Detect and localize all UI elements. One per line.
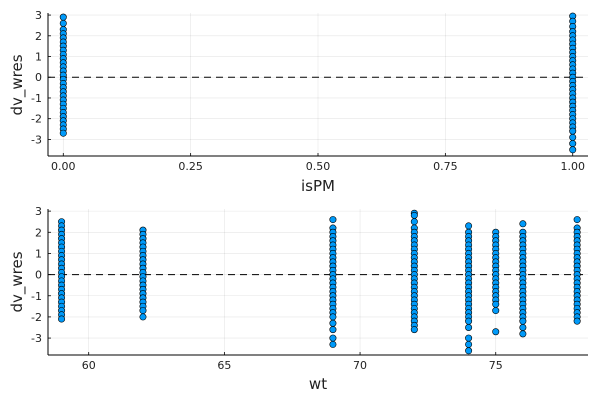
y-tick-label: -3 (31, 332, 42, 345)
data-point (139, 307, 147, 315)
x-axis-label: isPM (301, 177, 335, 195)
data-point (569, 127, 577, 135)
data-point (329, 334, 337, 342)
x-tick-label: 0.25 (178, 160, 203, 173)
data-point (465, 323, 473, 331)
y-tick-label: -3 (31, 133, 42, 146)
y-tick-label: -2 (31, 113, 42, 126)
y-tick-label: -1 (31, 92, 42, 105)
data-point (465, 317, 473, 325)
data-point (519, 220, 527, 228)
data-point (59, 13, 67, 21)
x-tick-labels: 0.00 0.25 0.50 0.75 1.00 (51, 160, 585, 173)
y-axis-label: dv_wres (8, 54, 27, 115)
data-point (329, 326, 337, 334)
data-point (59, 129, 67, 137)
data-points (59, 12, 577, 154)
x-tick-label: 70 (353, 359, 367, 372)
y-tick-label: 2 (35, 30, 42, 43)
scatter-panel-wt: 60 65 70 75 -3 -2 -1 0 1 2 3 wt dv_wres (8, 205, 588, 393)
plot-area (48, 13, 588, 156)
x-tick-label: 0.00 (51, 160, 76, 173)
data-point (573, 216, 581, 224)
data-point (410, 211, 418, 219)
x-tick-label: 60 (82, 359, 96, 372)
axis-frame (47, 13, 588, 157)
y-tick-label: 2 (35, 226, 42, 239)
data-point (465, 340, 473, 348)
data-point (59, 19, 67, 27)
x-axis-label: wt (309, 375, 327, 393)
x-tick-label: 65 (217, 359, 231, 372)
y-tick-label: 1 (35, 51, 42, 64)
x-tick-label: 0.75 (433, 160, 458, 173)
axis-frame (47, 209, 588, 356)
data-point (465, 347, 473, 355)
scatter-panel-ispm: 0.00 0.25 0.50 0.75 1.00 -3 -2 -1 0 1 2 3 isPM dv_… (8, 9, 588, 195)
data-point (519, 317, 527, 325)
y-tick-labels: -3 -2 -1 0 1 2 3 (31, 9, 42, 146)
y-tick-label: 0 (35, 71, 42, 84)
data-point (58, 315, 66, 323)
data-point (329, 340, 337, 348)
x-tick-label: 1.00 (560, 160, 585, 173)
y-tick-label: -1 (31, 290, 42, 303)
y-tick-label: 3 (35, 205, 42, 218)
data-point (569, 140, 577, 148)
data-point (519, 323, 527, 331)
plot-area (48, 209, 588, 355)
x-tick-labels: 60 65 70 75 (82, 359, 503, 372)
data-point (492, 300, 500, 308)
data-point (492, 328, 500, 336)
x-tick-label: 75 (489, 359, 503, 372)
y-tick-labels: -3 -2 -1 0 1 2 3 (31, 205, 42, 345)
data-point (329, 313, 337, 321)
data-point (573, 317, 581, 325)
data-point (519, 330, 527, 338)
data-point (410, 326, 418, 334)
y-tick-label: 1 (35, 247, 42, 260)
data-point (465, 222, 473, 230)
data-point (465, 334, 473, 342)
data-points (58, 209, 581, 355)
data-point (329, 319, 337, 327)
data-point (569, 146, 577, 154)
x-tick-label: 0.50 (306, 160, 331, 173)
y-tick-label: -2 (31, 311, 42, 324)
y-tick-label: 3 (35, 9, 42, 22)
data-point (569, 133, 577, 141)
data-point (410, 218, 418, 226)
data-point (139, 313, 147, 321)
y-axis-label: dv_wres (8, 251, 27, 312)
data-point (492, 307, 500, 315)
y-tick-label: 0 (35, 269, 42, 282)
data-point (329, 216, 337, 224)
